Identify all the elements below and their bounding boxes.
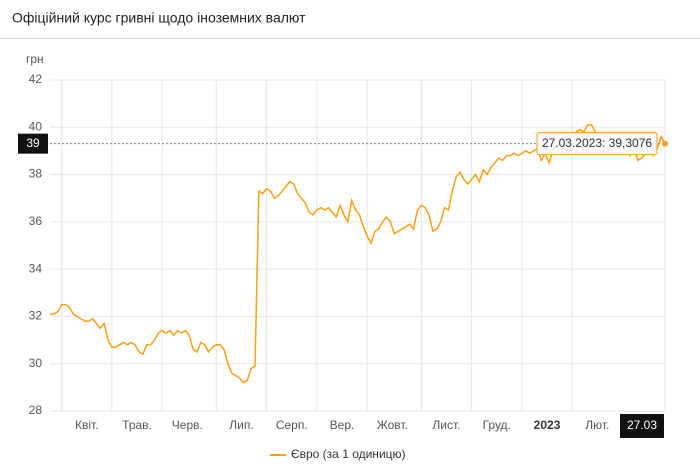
y-tick-label: 30 bbox=[29, 356, 43, 370]
header bbox=[0, 0, 700, 38]
header-title: Офіційний курс гривні щодо іноземних вал… bbox=[12, 10, 306, 26]
crosshair-y-box bbox=[18, 133, 48, 154]
x-tick-label: Груд. bbox=[483, 418, 511, 432]
y-tick-label: 28 bbox=[29, 403, 43, 417]
line-series bbox=[50, 124, 666, 384]
y-tick-label: 34 bbox=[29, 261, 43, 275]
x-tick-label: Лист. bbox=[432, 418, 460, 432]
x-tick-label: Лют. bbox=[585, 418, 609, 432]
x-tick-label: Черв. bbox=[172, 418, 203, 432]
y-tick-label: 32 bbox=[29, 309, 43, 323]
hover-point bbox=[662, 140, 668, 147]
x-tick-label: Трав. bbox=[122, 418, 152, 432]
y-tick-label: 38 bbox=[29, 167, 43, 181]
legend-label: Євро (за 1 одиницю) bbox=[291, 447, 406, 461]
crosshair-x-box bbox=[620, 414, 664, 438]
crosshair-y-label: 39 bbox=[26, 136, 40, 150]
crosshair-x-label: 27.03 bbox=[627, 418, 657, 432]
x-tick-label: Лип. bbox=[229, 418, 253, 432]
y-tick-label: 36 bbox=[29, 214, 43, 228]
x-tick-label: Жовт. bbox=[377, 418, 408, 432]
x-tick-label: Вер. bbox=[330, 418, 355, 432]
x-tick-label: Квіт. bbox=[75, 418, 99, 432]
x-tick-label: 2023 bbox=[534, 418, 561, 432]
tooltip-box bbox=[536, 132, 658, 156]
y-unit: грн bbox=[26, 52, 44, 66]
y-tick-label: 42 bbox=[29, 72, 43, 86]
tooltip-text: 27.03.2023: 39,3076 bbox=[542, 136, 652, 150]
x-tick-label: Серп. bbox=[276, 418, 308, 432]
y-tick-label: 40 bbox=[29, 119, 43, 133]
